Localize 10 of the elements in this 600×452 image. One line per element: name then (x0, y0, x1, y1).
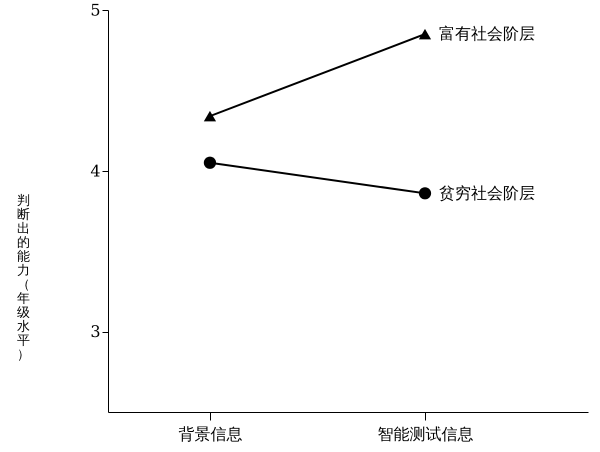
series-label: 富有社会阶层 (438, 24, 535, 44)
text: 判断出的能力（年级水平） (17, 194, 30, 362)
y-tick-label: 5 (90, 0, 100, 20)
y-tick-label: 3 (90, 322, 100, 342)
point (204, 156, 216, 169)
point (418, 187, 432, 200)
x-tick-label: 背景信息 (178, 424, 242, 444)
y-tick-label: 4 (90, 161, 100, 180)
series-label: 贫穷社会阶层 (438, 183, 535, 202)
x-tick-label: 智能测试信息 (377, 424, 474, 444)
